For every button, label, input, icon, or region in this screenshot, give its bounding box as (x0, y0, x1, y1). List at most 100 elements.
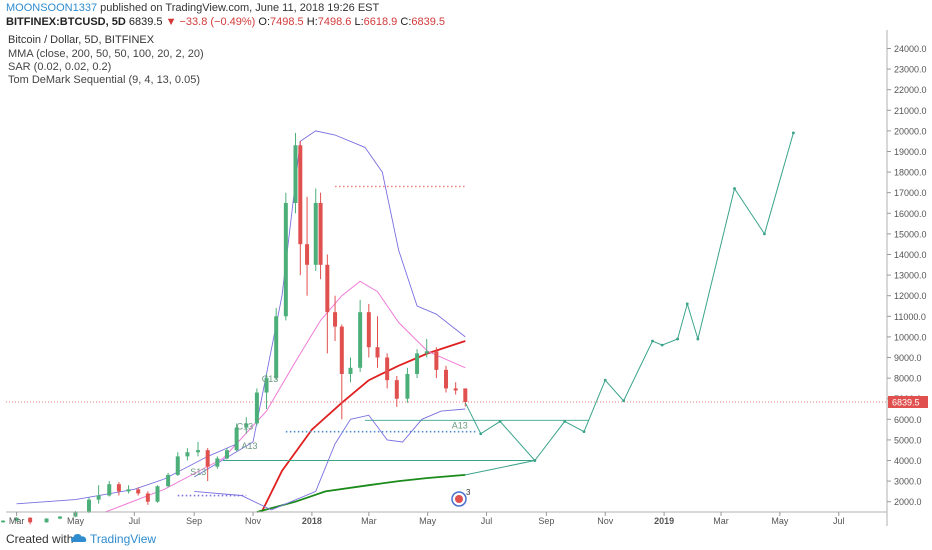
candle-body (116, 484, 121, 492)
y-tick-label: 16000.0 (894, 209, 927, 219)
y-tick-label: 22000.0 (894, 85, 927, 95)
sequential-label: C13 (262, 374, 279, 384)
projection-point (733, 187, 736, 190)
y-tick-label: 13000.0 (894, 271, 927, 281)
publication-line: MOONSOON1337 published on TradingView.co… (6, 2, 379, 14)
y-tick-label: 14000.0 (894, 250, 927, 260)
candle-body (244, 423, 249, 428)
candle-body (1, 520, 6, 523)
x-tick-label: Sep (186, 516, 202, 526)
projection-point (676, 337, 680, 341)
y-tick-label: 21000.0 (894, 106, 927, 116)
candle-body (166, 474, 171, 487)
series-line-projection (464, 132, 794, 462)
candle-body (215, 458, 220, 467)
projection-point (763, 232, 766, 236)
candle-body (224, 450, 229, 459)
price-chart[interactable]: C13 C13 A13 S13 A13 2000.0 3000.0 4000.0 5000.0… (0, 0, 932, 528)
projection-point (622, 399, 625, 403)
candle-body (185, 452, 190, 457)
y-tick-label: 4000.0 (894, 456, 922, 466)
created-with-label: Created with (6, 532, 74, 546)
tradingview-brand-link[interactable]: TradingView (90, 532, 157, 546)
series-line-projection (465, 460, 535, 476)
y-tick-label: 23000.0 (894, 65, 927, 75)
published-info: published on TradingView.com, June 11, 2… (100, 2, 380, 14)
candle-body (293, 145, 298, 203)
x-tick-label: Sep (538, 516, 554, 526)
chart-legend: Bitcoin / Dollar, 5D, BITFINEX MMA (clos… (8, 34, 204, 86)
close-label: C: (400, 16, 412, 28)
candle-body (14, 517, 19, 521)
low-label: L: (354, 16, 364, 28)
candle-body (136, 489, 141, 494)
horizontal-levels (177, 185, 589, 497)
projection-point (791, 131, 795, 135)
sequential-label: S13 (190, 467, 206, 477)
projection-point (563, 419, 567, 423)
candle-body (305, 244, 310, 265)
series-line-ma_mid (105, 280, 466, 513)
y-tick-label: 17000.0 (894, 188, 927, 198)
candle-body (264, 378, 269, 393)
candle-body (339, 326, 344, 374)
candles (1, 132, 468, 525)
candle-body (424, 351, 429, 354)
candle-body (234, 427, 239, 451)
ohlc-line: BITFINEX:BTCUSD, 5D 6839.5 ▼ −33.8 (−0.4… (6, 16, 445, 28)
open-label: O: (258, 16, 271, 28)
x-tick-label: Jul (833, 516, 845, 526)
candle-body (274, 316, 279, 379)
candle-body (283, 202, 288, 317)
legend-indicator-sar: SAR (0.02, 0.02, 0.2) (8, 61, 111, 73)
x-tick-label: Jul (481, 516, 493, 526)
author-link[interactable]: MOONSOON1337 (6, 2, 98, 14)
candle-body (86, 499, 91, 512)
y-tick-label: 15000.0 (894, 229, 927, 239)
y-tick-label: 8000.0 (894, 374, 922, 384)
candle-body (44, 518, 49, 523)
series-line-band (16, 443, 237, 505)
indicator-lines (16, 130, 466, 513)
candle-body (385, 357, 390, 381)
y-tick-label: 9000.0 (894, 353, 922, 363)
series-line-band (194, 408, 466, 511)
candle-body (348, 367, 353, 374)
x-tick-label: May (419, 516, 437, 526)
candle-body (175, 456, 180, 475)
legend-indicator-tdseq: Tom DeMark Sequential (9, 4, 13, 0.05) (8, 74, 200, 86)
projection-point (498, 419, 502, 423)
candle-body (196, 450, 201, 453)
news-flag-icon[interactable]: 3 (451, 488, 471, 507)
candle-body (325, 264, 330, 313)
open-value: 7498.5 (270, 16, 304, 28)
axes: 2000.03000.04000.05000.06000.07000.08000… (6, 30, 932, 528)
y-tick-label: 2000.0 (894, 497, 922, 507)
candle-body (28, 517, 33, 523)
footer: Created with TradingView (0, 528, 932, 550)
tradingview-cloud-icon (71, 534, 87, 542)
sequential-label: A13 (452, 421, 468, 431)
low-value: 6618.9 (363, 16, 398, 28)
x-tick-label: Jul (129, 516, 141, 526)
x-tick-label: Nov (597, 516, 614, 526)
x-tick-label: Mar (9, 516, 25, 526)
candle-body (205, 450, 210, 467)
high-label: H: (306, 16, 318, 28)
projection-point (582, 430, 586, 434)
y-tick-label: 11000.0 (894, 312, 926, 322)
y-tick-label: 5000.0 (894, 435, 922, 445)
chart-header: MOONSOON1337 published on TradingView.co… (0, 0, 932, 30)
candle-body (453, 388, 458, 391)
candle-body (254, 392, 259, 424)
projection-point (479, 432, 483, 436)
high-value: 7498.6 (317, 16, 352, 28)
y-tick-label: 12000.0 (894, 291, 927, 301)
close-value: 6839.5 (411, 16, 446, 28)
x-tick-label: May (67, 516, 85, 526)
y-tick-label: 20000.0 (894, 126, 927, 136)
price-axis-panel (887, 30, 932, 528)
candle-body (444, 369, 449, 389)
candle-body (58, 516, 63, 519)
candle-body (107, 484, 112, 496)
